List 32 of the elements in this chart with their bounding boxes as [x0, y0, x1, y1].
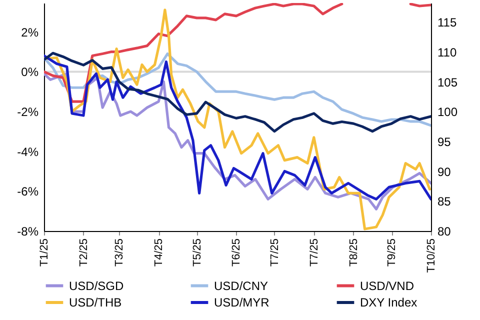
x-tick-label: T3/25 — [114, 238, 126, 267]
legend-label: DXY Index — [360, 296, 418, 310]
line-series — [44, 54, 431, 200]
x-tick-label: T4/25 — [153, 238, 166, 267]
y2-tick-label: 90 — [438, 164, 452, 179]
x-tick-label: T7/25 — [308, 238, 320, 267]
legend-label: USD/THB — [69, 296, 122, 310]
x-tick-label: T8/25 — [348, 238, 360, 267]
y2-tick-label: 115 — [438, 16, 457, 30]
y-tick-label: -2% — [17, 105, 39, 120]
x-tick-label: T5/25 — [191, 238, 204, 267]
y-tick-label: 2% — [21, 25, 39, 40]
y2-tick-label: 110 — [438, 45, 457, 60]
y-tick-label: 0% — [21, 65, 39, 80]
x-tick-label: T6/25 — [230, 238, 243, 267]
y2-tick-label: 80 — [438, 224, 452, 238]
y-tick-label: -4% — [17, 144, 39, 159]
y2-tick-label: 95 — [438, 134, 452, 149]
legend-label: USD/MYR — [214, 296, 270, 310]
x-tick-label: T9/25 — [386, 238, 398, 267]
y2-tick-label: 105 — [438, 75, 458, 90]
legend-label: USD/VND — [360, 278, 414, 293]
legend-label: USD/CNY — [214, 278, 268, 293]
x-tick-label: T10/25 — [426, 238, 438, 273]
y2-tick-label: 85 — [438, 194, 452, 209]
y2-tick-label: 100 — [438, 105, 458, 120]
y-tick-label: -6% — [17, 184, 39, 199]
legend-label: USD/SGD — [69, 278, 124, 293]
x-tick-label: T7/25 — [268, 238, 281, 267]
y-tick-label: -8% — [17, 224, 39, 238]
x-tick-label: T2/25 — [78, 238, 90, 267]
x-tick-label: T1/25 — [38, 238, 50, 267]
